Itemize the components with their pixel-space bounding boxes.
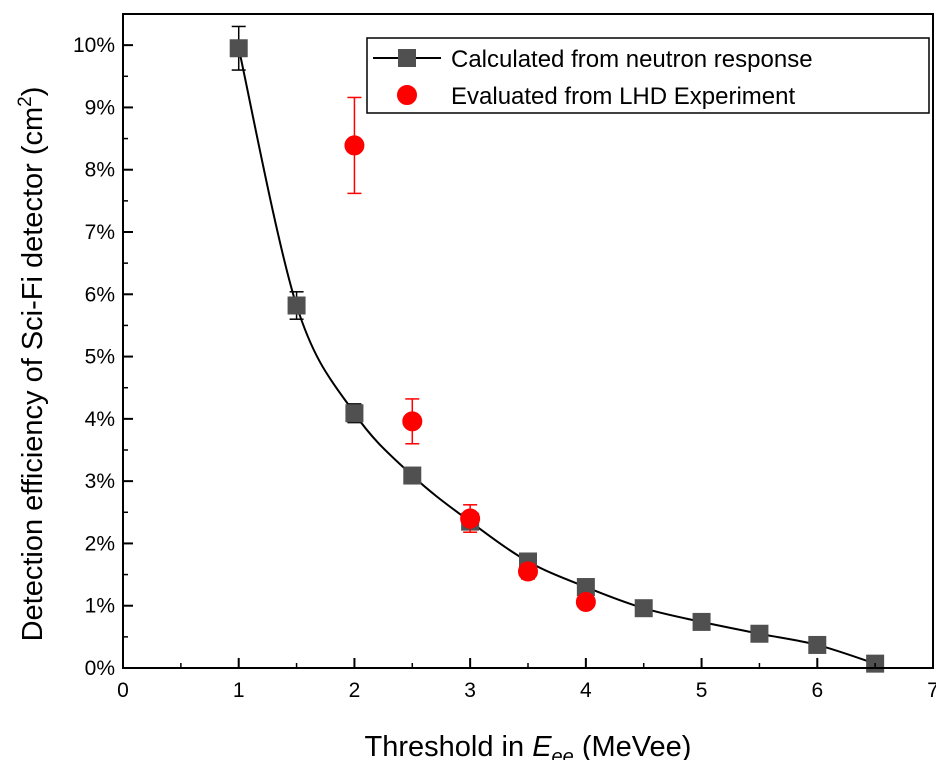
legend: Calculated from neutron response Evaluate… [366,37,930,114]
x-tick-label: 6 [811,679,823,702]
legend-label: Evaluated from LHD Experiment [451,83,795,110]
data-point-square [287,296,306,315]
y-tick-label: 6% [85,283,115,306]
data-point-square [403,466,422,485]
legend-item-1: Calculated from neutron response [373,46,813,73]
y-tick-label: 9% [85,96,115,119]
x-tick-label: 1 [233,679,245,702]
x-tick-label: 7 [927,679,936,702]
data-point-circle [518,561,538,582]
series-2 [344,96,596,612]
legend-box [366,37,930,114]
y-tick-label: 7% [85,221,115,244]
x-tick-label: 3 [464,679,476,702]
x-axis-title-prefix: Threshold in [365,731,533,760]
x-tick-label: 5 [696,679,708,702]
y-tick-label: 8% [85,159,115,182]
data-point-square [634,599,653,618]
x-tick-label: 4 [580,679,592,702]
y-axis-title: Detection efficiency of Sci-Fi detector … [15,87,49,642]
x-tick-label: 0 [117,679,129,702]
x-axis-title-variable: E [532,731,552,760]
data-point-circle [460,508,481,529]
x-axis-title-subscript: ee [552,746,574,760]
data-point-square [345,404,364,423]
legend-item-2: Evaluated from LHD Experiment [397,83,795,110]
y-axis-title-superscript: 2 [15,96,36,107]
data-point-circle [402,411,423,432]
data-point-circle [344,135,365,156]
y-tick-label: 2% [85,532,115,555]
y-tick-label: 5% [85,346,115,369]
series-1 [229,25,885,673]
data-point-square [808,635,827,654]
data-point-square [750,624,769,643]
series-line [237,48,876,665]
y-tick-label: 10% [73,34,115,57]
x-axis-title-suffix: (MeVee) [574,731,692,760]
legend-label: Calculated from neutron response [451,46,813,73]
x-tick-label: 2 [349,679,361,702]
axes: 0 1 2 3 4 5 6 7 0% 1% 2% 3% 4% 5% 6% 7% 8% 9% 10% [73,13,936,702]
y-tick-label: 1% [85,595,115,618]
y-tick-label: 0% [85,657,115,680]
y-tick-label: 3% [85,470,115,493]
legend-symbol-square [398,49,416,67]
data-point-square [692,612,711,631]
x-axis-title: Threshold in Eee (MeVee) [365,731,692,760]
data-point-circle [575,591,596,612]
legend-symbol-circle [397,85,417,105]
y-tick-label: 4% [85,408,115,431]
y-axis-title-close: ) [17,87,49,97]
data-point-square [229,39,248,58]
plot-area [229,25,885,673]
y-axis-title-main: Detection efficiency of Sci-Fi detector … [17,107,49,642]
